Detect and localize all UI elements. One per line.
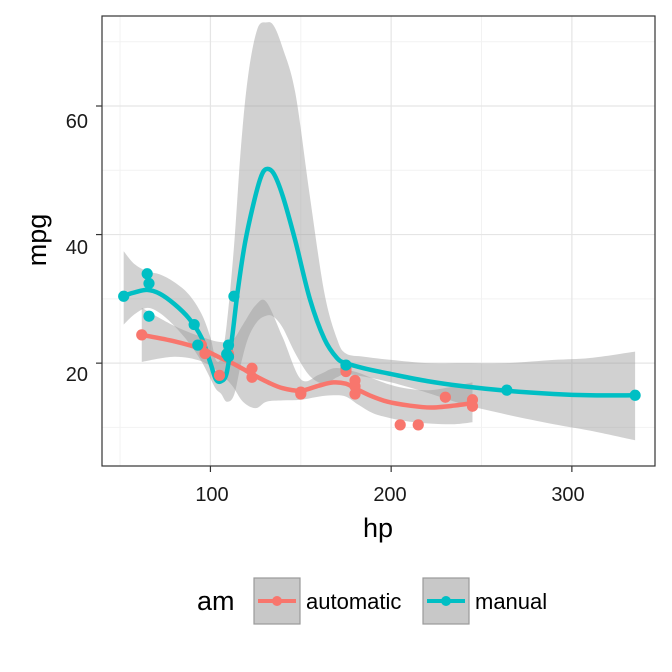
data-points: [118, 268, 641, 431]
data-point-manual: [188, 318, 200, 331]
data-point-manual: [501, 384, 513, 396]
data-point-automatic: [295, 388, 307, 400]
major-gridlines: [102, 16, 655, 466]
data-point-automatic: [412, 419, 424, 431]
x-tick-label: 300: [551, 484, 584, 506]
data-point-automatic: [349, 388, 361, 400]
y-tick-label: 40: [66, 237, 88, 259]
minor-gridlines: [102, 16, 655, 466]
data-point-automatic: [466, 400, 479, 412]
data-point-automatic: [246, 371, 258, 383]
data-point-manual: [629, 389, 641, 401]
data-point-manual: [222, 339, 235, 351]
y-axis-title: mpg: [22, 214, 52, 267]
x-tick-label: 100: [195, 484, 228, 506]
data-point-manual: [340, 359, 352, 371]
data-point-manual: [192, 339, 204, 351]
axis-ticks: [96, 105, 573, 472]
data-point-manual: [228, 290, 240, 302]
data-point-automatic: [439, 391, 451, 403]
data-point-automatic: [246, 362, 258, 374]
confidence-band-automatic: [141, 299, 473, 425]
data-point-manual: [141, 268, 153, 280]
legend-label-automatic: automatic: [306, 589, 401, 614]
data-point-manual: [143, 310, 155, 322]
data-point-automatic: [136, 329, 148, 341]
x-axis-title: hp: [363, 513, 393, 543]
x-tick-label: 200: [373, 484, 406, 506]
legend-key-manual: [422, 577, 470, 625]
data-point-automatic: [213, 369, 226, 381]
smooth-lines: [121, 166, 638, 410]
y-tick-label: 20: [66, 364, 88, 386]
y-tick-label: 60: [66, 111, 88, 133]
data-point-automatic: [394, 419, 406, 431]
legend-key-automatic: [253, 577, 301, 625]
confidence-band-manual: [123, 22, 636, 441]
legend-label-manual: manual: [475, 589, 547, 614]
confidence-bands: [123, 22, 636, 441]
smooth-line-automatic: [139, 332, 475, 410]
legend: am automatic manual: [197, 577, 547, 625]
smooth-line-manual: [121, 166, 638, 398]
panel-border: [101, 15, 656, 467]
data-point-manual: [143, 277, 155, 290]
data-point-manual: [221, 348, 233, 360]
data-point-manual: [118, 290, 130, 302]
legend-title: am: [197, 586, 235, 616]
data-point-automatic: [349, 374, 361, 387]
data-point-automatic: [199, 347, 211, 360]
